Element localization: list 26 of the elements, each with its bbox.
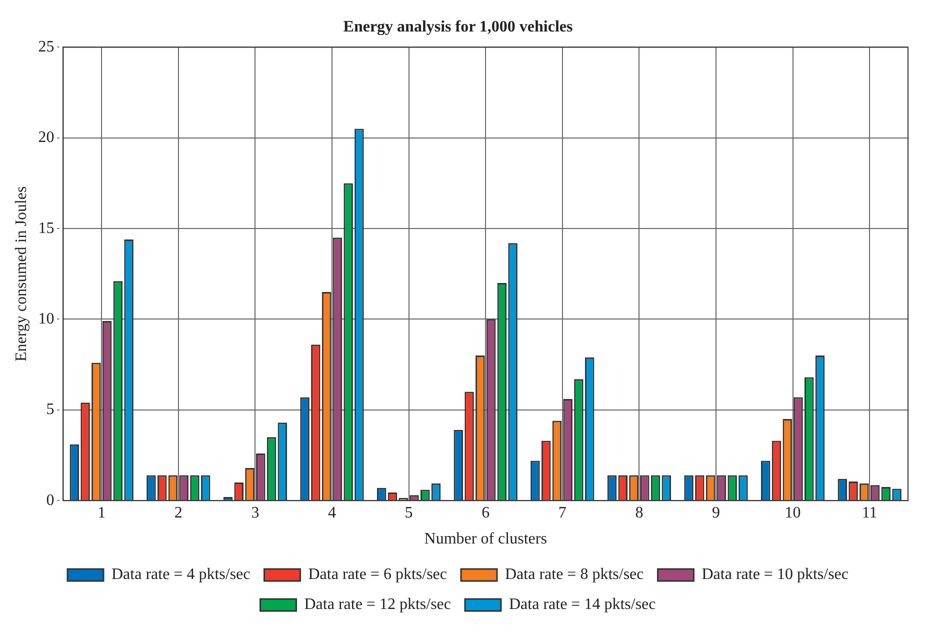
legend-label: Data rate = 6 pkts/sec <box>308 566 447 584</box>
x-axis-title: Number of clusters <box>424 530 547 548</box>
y-tick-label: 20 <box>38 129 54 146</box>
x-tick-label: 7 <box>558 504 566 522</box>
x-tick-label: 5 <box>404 504 413 522</box>
x-tick-label: 11 <box>862 504 878 522</box>
legend-label: Data rate = 4 pkts/sec <box>112 566 250 584</box>
x-tick-label: 1 <box>98 504 106 522</box>
y-axis-title: Energy consumed in Joules <box>12 186 30 362</box>
y-tick-label: 5 <box>46 401 54 418</box>
y-tick-label: 25 <box>38 38 54 56</box>
chart-title: Energy analysis for 1,000 vehicles <box>343 18 573 36</box>
x-tick-label: 2 <box>174 504 182 522</box>
x-tick-label: 10 <box>784 504 801 522</box>
x-tick-label: 8 <box>635 504 644 522</box>
x-tick-label: 6 <box>482 504 490 522</box>
y-tick-label: 10 <box>38 310 54 328</box>
legend-label: Data rate = 14 pkts/sec <box>509 596 656 614</box>
legend-label: Data rate = 10 pkts/sec <box>702 566 848 584</box>
legend-label: Data rate = 8 pkts/sec <box>505 566 644 584</box>
x-tick-label: 9 <box>712 504 720 522</box>
x-tick-label: 3 <box>251 504 260 522</box>
y-tick-label: 15 <box>38 220 54 237</box>
legend-label: Data rate = 12 pkts/sec <box>304 596 451 614</box>
x-tick-label: 4 <box>328 504 336 522</box>
y-tick-label: 0 <box>46 492 54 509</box>
